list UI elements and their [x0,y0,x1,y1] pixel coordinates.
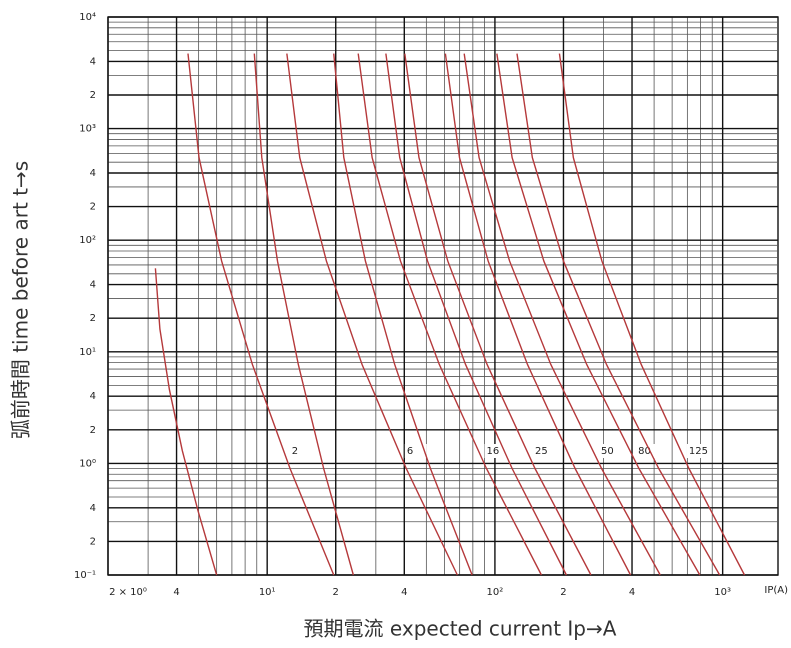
curve-label: 50 [601,446,614,457]
curve [463,53,661,576]
y-tick-label: 10¹ [79,347,96,358]
curve [444,53,632,576]
x-tick-label: 10³ [714,587,731,598]
curve [253,53,355,576]
label-background [686,444,709,458]
curve-label: 125 [689,446,708,457]
x-tick-label: 4 [401,587,407,598]
curve-label: 80 [638,446,651,457]
label-background [289,444,312,458]
y-tick-label: 2 [90,90,96,101]
x-tick-label: 2 × 10⁰ [109,587,147,598]
label-background [599,444,622,458]
y-tick-label: 10² [79,235,96,246]
x-tick-label: 10² [487,587,504,598]
y-tick-label: 10⁴ [79,12,96,23]
y-tick-label: 2 [90,313,96,324]
curve [357,53,543,576]
curve-label: 16 [487,446,500,457]
label-background [532,444,555,458]
x-tick-label: 2 [560,587,566,598]
y-tick-label: 2 [90,202,96,213]
curve [496,53,701,576]
y-tick-label: 10³ [79,124,96,135]
curve [558,53,746,576]
y-tick-label: 2 [90,425,96,436]
curve [154,268,218,576]
y-tick-label: 4 [90,56,96,67]
y-axis-title: 弧前時間 time before art t→s [9,161,33,439]
plot-area [107,16,779,576]
x-unit-label: IP(A) [764,585,788,596]
x-tick-label: 4 [629,587,635,598]
curve [404,53,592,576]
curve-label: 25 [535,446,548,457]
curve [187,53,335,576]
curve-label: 6 [407,446,413,457]
y-tick-label: 4 [90,168,96,179]
y-tick-label: 10⁻¹ [74,570,96,581]
curve [516,53,721,576]
x-tick-label: 2 [333,587,339,598]
curve [286,53,458,576]
curve [385,53,568,576]
y-tick-label: 2 [90,536,96,547]
y-tick-label: 4 [90,280,96,291]
x-axis-title: 預期電流 expected current Ip→A [304,617,617,641]
y-tick-label: 4 [90,391,96,402]
label-background [404,444,427,458]
curve-label: 2 [292,446,298,457]
y-tick-label: 4 [90,503,96,514]
curve [333,53,473,576]
y-tick-label: 10⁰ [79,458,96,469]
x-tick-label: 4 [173,587,179,598]
x-tick-label: 10¹ [259,587,276,598]
label-background [484,444,507,458]
label-background [636,444,659,458]
